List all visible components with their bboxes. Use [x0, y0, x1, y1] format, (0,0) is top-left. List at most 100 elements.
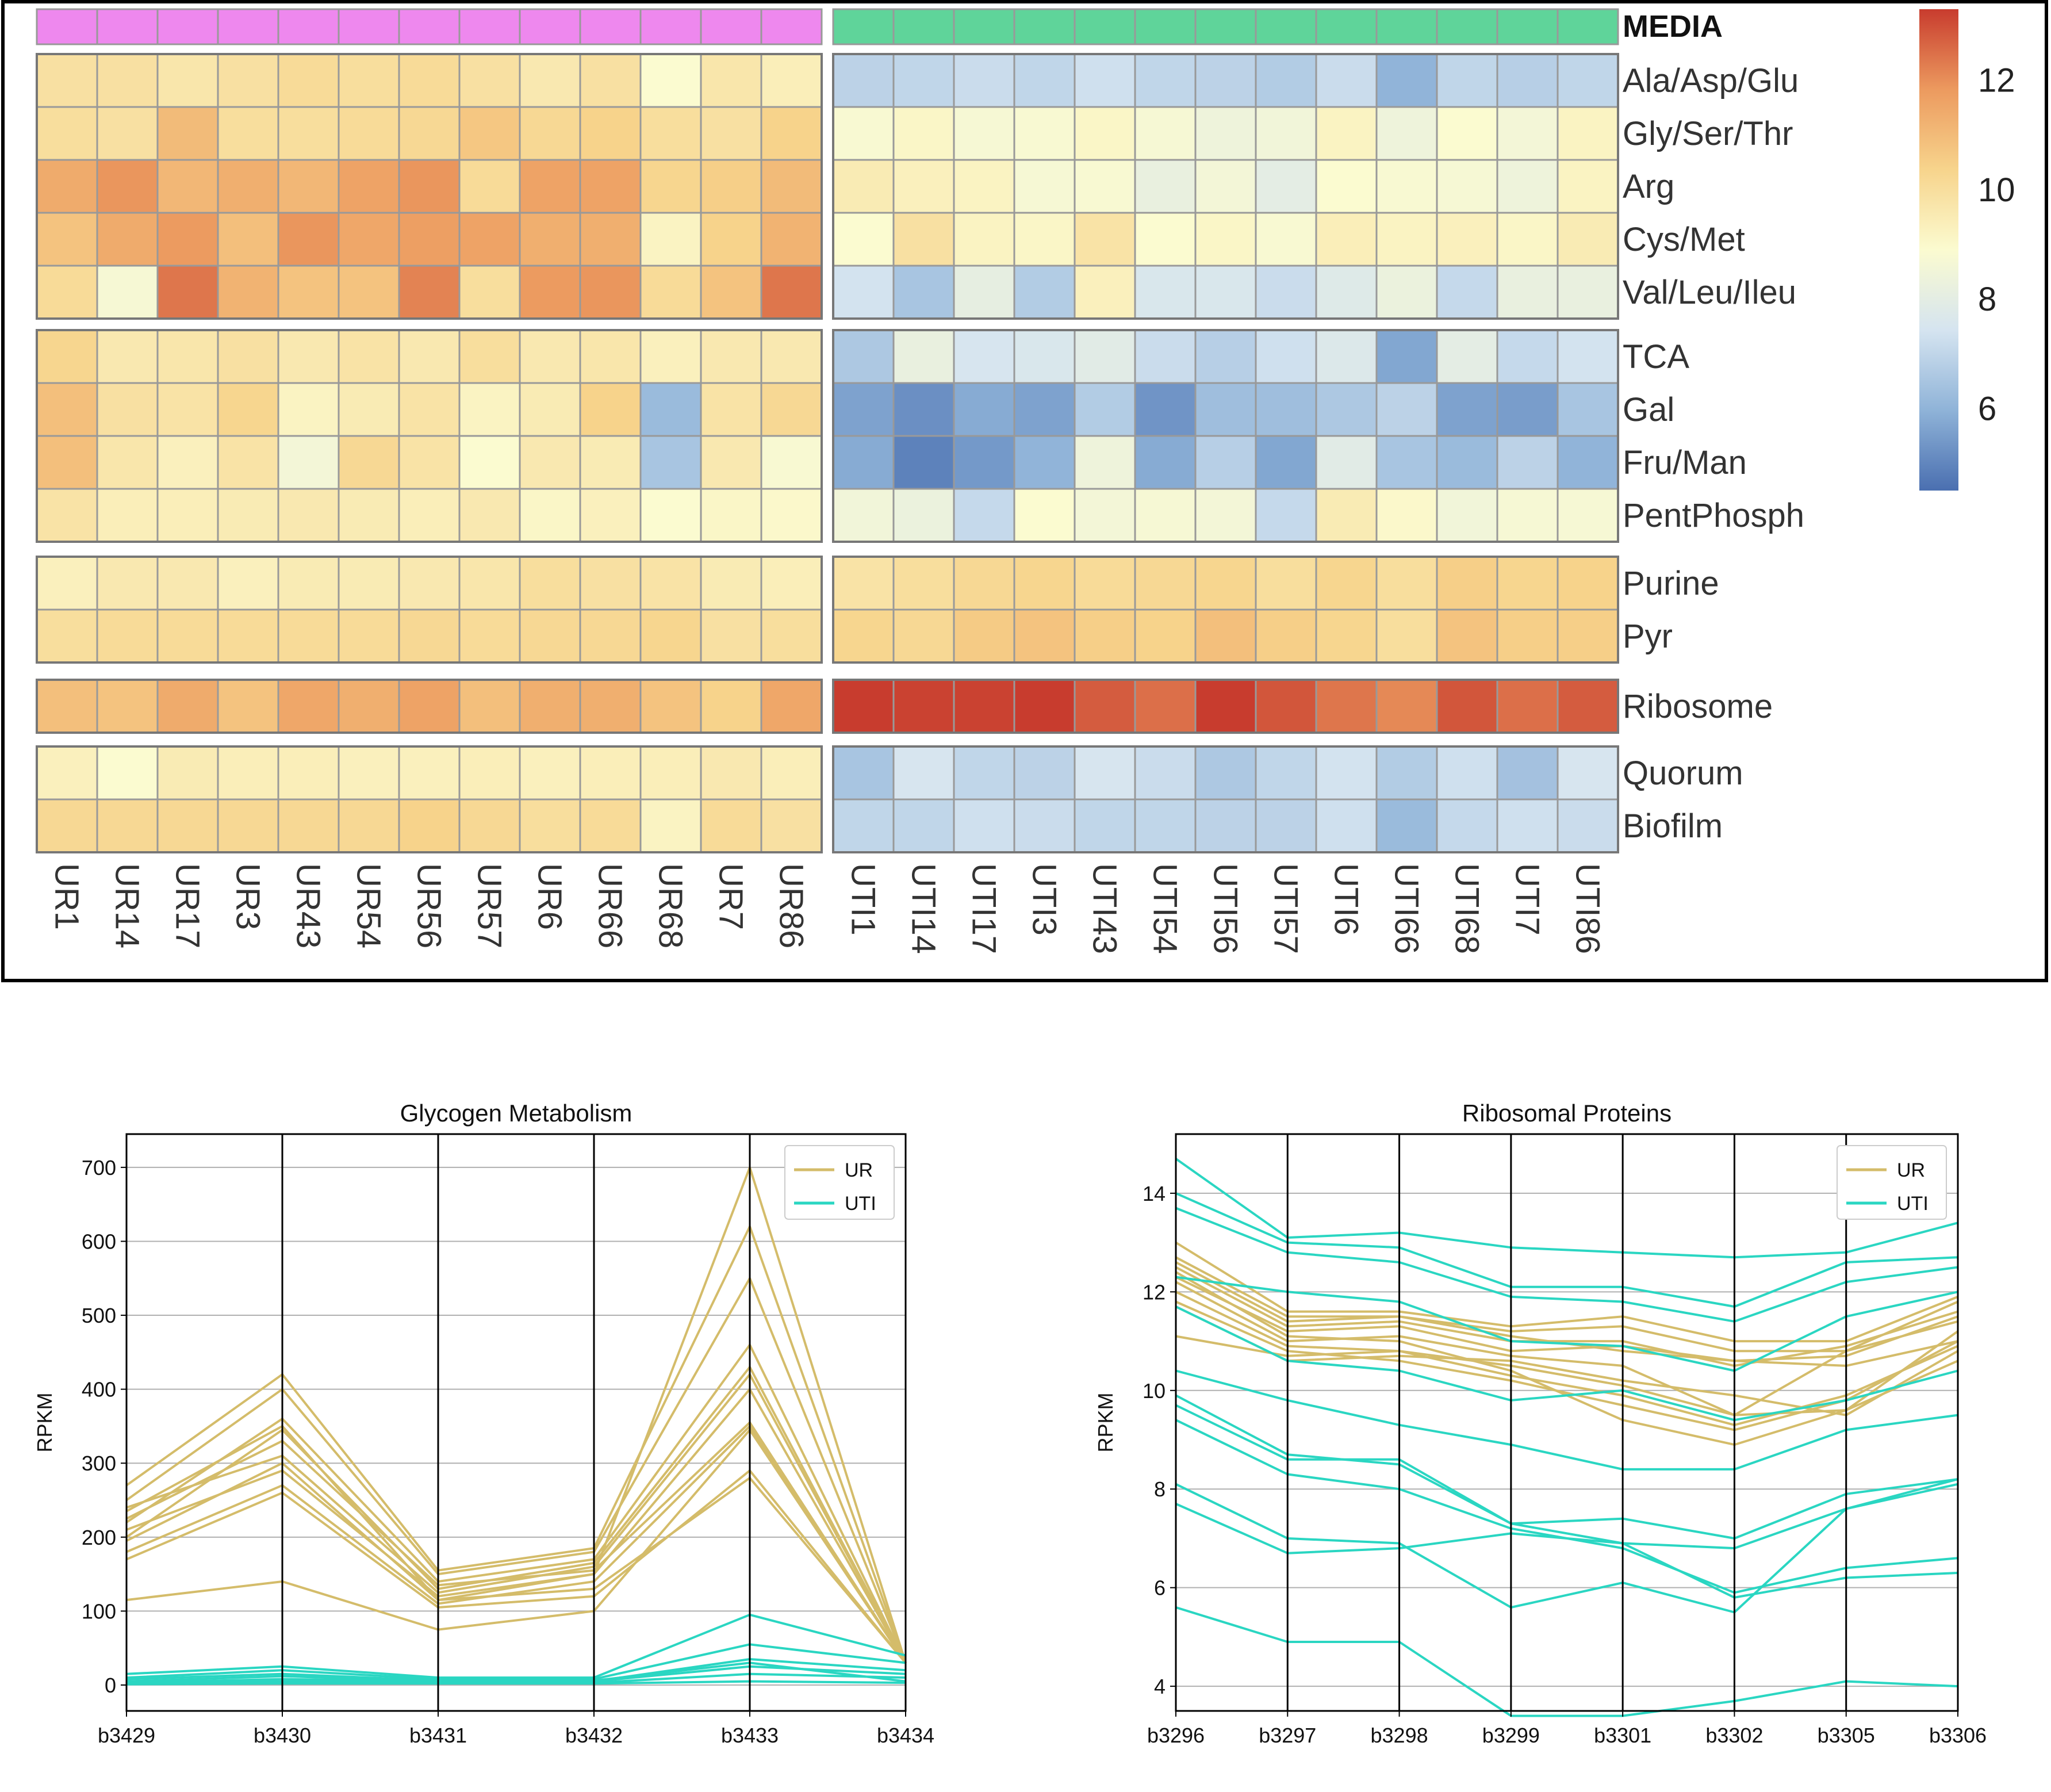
- heatmap-cell: [892, 265, 955, 320]
- heatmap-cell: [760, 679, 823, 734]
- media-cell-uti: [1315, 8, 1378, 45]
- heatmap-cell: [217, 435, 279, 490]
- column-label: UTI56: [1207, 863, 1244, 954]
- heatmap-cell: [36, 159, 98, 214]
- media-cell-uti: [1496, 8, 1559, 45]
- heatmap-cell: [832, 608, 895, 664]
- heatmap-cell: [892, 159, 955, 214]
- heatmap-cell: [579, 212, 642, 267]
- heatmap-cell: [1557, 329, 1619, 384]
- heatmap-cell: [156, 382, 219, 437]
- column-label: UR56: [411, 863, 448, 948]
- series-line-uti: [1175, 1158, 1958, 1259]
- x-tick-label: b3431: [409, 1724, 467, 1747]
- heatmap-cell: [700, 265, 762, 320]
- heatmap-cell: [1557, 382, 1619, 437]
- media-cell-uti: [1194, 8, 1257, 45]
- heatmap-cell: [639, 435, 702, 490]
- media-cell-uti: [1134, 8, 1197, 45]
- series-line-uti: [1175, 1606, 1958, 1717]
- heatmap-cell: [1375, 488, 1438, 543]
- heatmap-cell: [892, 679, 955, 734]
- heatmap-cell: [519, 679, 581, 734]
- row-label: Val/Leu/Ileu: [1623, 274, 1796, 311]
- heatmap-cell: [1074, 159, 1136, 214]
- heatmap-cell: [700, 329, 762, 384]
- heatmap-cell: [1013, 608, 1076, 664]
- heatmap-cell: [1496, 488, 1559, 543]
- heatmap: MEDIA Ala/Asp/Glu Gly/Ser/Thr Arg Cys/Met Val…: [36, 8, 2015, 954]
- heatmap-cell: [953, 106, 1015, 161]
- row-label: Pyr: [1623, 618, 1673, 655]
- heatmap-cell: [36, 679, 98, 734]
- series-line-uti: [1175, 1192, 1958, 1308]
- x-tick-label: b3296: [1147, 1724, 1205, 1747]
- heatmap-cell: [1194, 679, 1257, 734]
- media-cell-uti: [1375, 8, 1438, 45]
- heatmap-cell: [1557, 556, 1619, 611]
- heatmap-cell: [1013, 212, 1076, 267]
- heatmap-cell: [398, 488, 461, 543]
- heatmap-cell: [1255, 608, 1317, 664]
- heatmap-cell: [36, 608, 98, 664]
- column-label: UTI43: [1086, 863, 1124, 954]
- series-line-uti: [1175, 1404, 1958, 1540]
- legend-box: [1837, 1145, 1947, 1220]
- media-cell-uti: [953, 8, 1015, 45]
- heatmap-cell: [953, 679, 1015, 734]
- heatmap-cell: [36, 53, 98, 108]
- row-label: Ala/Asp/Glu: [1623, 62, 1799, 99]
- series-line-ur: [1175, 1256, 1958, 1353]
- heatmap-cell: [892, 556, 955, 611]
- series-line-uti: [126, 1680, 906, 1686]
- row-label: Cys/Met: [1623, 221, 1745, 258]
- heatmap-cell: [832, 329, 895, 384]
- column-label: UTI66: [1388, 863, 1425, 954]
- media-cell-ur: [519, 8, 581, 45]
- heatmap-cell: [1134, 798, 1197, 853]
- heatmap-cell: [156, 679, 219, 734]
- heatmap-cell: [1436, 435, 1498, 490]
- heatmap-cell: [458, 159, 521, 214]
- series-line-uti: [126, 1643, 906, 1680]
- column-label: UR66: [592, 863, 629, 948]
- heatmap-cell: [1194, 382, 1257, 437]
- column-label: UTI86: [1569, 863, 1607, 954]
- heatmap-cell: [1557, 265, 1619, 320]
- heatmap-cell: [96, 53, 159, 108]
- heatmap-cell: [579, 556, 642, 611]
- series-line-ur: [126, 1425, 907, 1664]
- heatmap-cell: [1194, 212, 1257, 267]
- heatmap-cell: [1255, 556, 1317, 611]
- series-line-ur: [1175, 1266, 1958, 1367]
- heatmap-cell: [458, 212, 521, 267]
- heatmap-cell: [1557, 212, 1619, 267]
- heatmap-cell: [519, 556, 581, 611]
- heatmap-cell: [96, 488, 159, 543]
- column-label: UR1: [48, 863, 86, 930]
- heatmap-cell: [338, 745, 400, 801]
- series-line-ur: [1175, 1300, 1958, 1431]
- group-border: [36, 556, 823, 664]
- heatmap-cell: [953, 159, 1015, 214]
- heatmap-cell: [1074, 608, 1136, 664]
- heatmap-cell: [1134, 265, 1197, 320]
- row-label: Ribosome: [1623, 688, 1773, 725]
- heatmap-cell: [1557, 159, 1619, 214]
- column-label: UTI54: [1147, 863, 1184, 954]
- heatmap-cell: [519, 53, 581, 108]
- heatmap-cell: [217, 53, 279, 108]
- heatmap-cell: [96, 608, 159, 664]
- heatmap-cell: [892, 488, 955, 543]
- media-cell-uti: [1255, 8, 1317, 45]
- heatmap-cell: [458, 556, 521, 611]
- heatmap-cell: [277, 745, 340, 801]
- heatmap-cell: [1375, 329, 1438, 384]
- heatmap-cell: [953, 212, 1015, 267]
- heatmap-cell: [1134, 329, 1197, 384]
- heatmap-cell: [1194, 798, 1257, 853]
- heatmap-cell: [1315, 798, 1378, 853]
- heatmap-cell: [832, 488, 895, 543]
- y-tick-label: 300: [82, 1452, 116, 1475]
- heatmap-cell: [458, 488, 521, 543]
